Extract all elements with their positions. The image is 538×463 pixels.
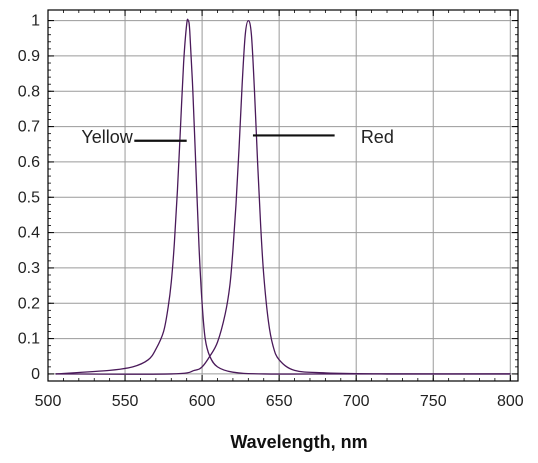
y-tick-label: 0 <box>31 366 40 383</box>
plot-frame <box>47 9 519 382</box>
y-tick-label: 1 <box>31 13 40 30</box>
y-tick-label: 0.5 <box>18 189 40 206</box>
x-axis-ticks: 500 550 600 650 700 750 800 <box>35 10 524 410</box>
y-tick-label: 0.7 <box>18 119 40 136</box>
series-line-red <box>55 19 511 375</box>
y-tick-label: 0.2 <box>18 295 40 312</box>
x-tick-label: 500 <box>35 393 62 410</box>
x-tick-label: 750 <box>420 393 447 410</box>
y-axis-ticks: 0 0.1 0.2 0.3 0.4 0.5 0.6 0.7 0.8 0.9 1 <box>18 13 518 383</box>
series-line-yellow <box>55 18 511 375</box>
y-tick-label: 0.4 <box>18 225 40 242</box>
y-tick-label: 0.9 <box>18 48 40 65</box>
x-tick-label: 800 <box>497 393 524 410</box>
plot-area <box>48 10 518 381</box>
annotation-label-yellow: Yellow <box>81 127 133 147</box>
y-tick-label: 0.3 <box>18 260 40 277</box>
x-tick-label: 700 <box>343 393 370 410</box>
y-tick-label: 0.1 <box>18 331 40 348</box>
y-tick-label: 0.8 <box>18 83 40 100</box>
x-axis-label: Wavelength, nm <box>230 432 367 452</box>
x-tick-label: 550 <box>112 393 139 410</box>
series-lines <box>55 18 511 375</box>
annotations: Yellow Red <box>81 127 393 147</box>
annotation-label-red: Red <box>361 127 394 147</box>
y-tick-label: 0.6 <box>18 154 40 171</box>
x-tick-label: 600 <box>189 393 216 410</box>
x-tick-label: 650 <box>266 393 293 410</box>
